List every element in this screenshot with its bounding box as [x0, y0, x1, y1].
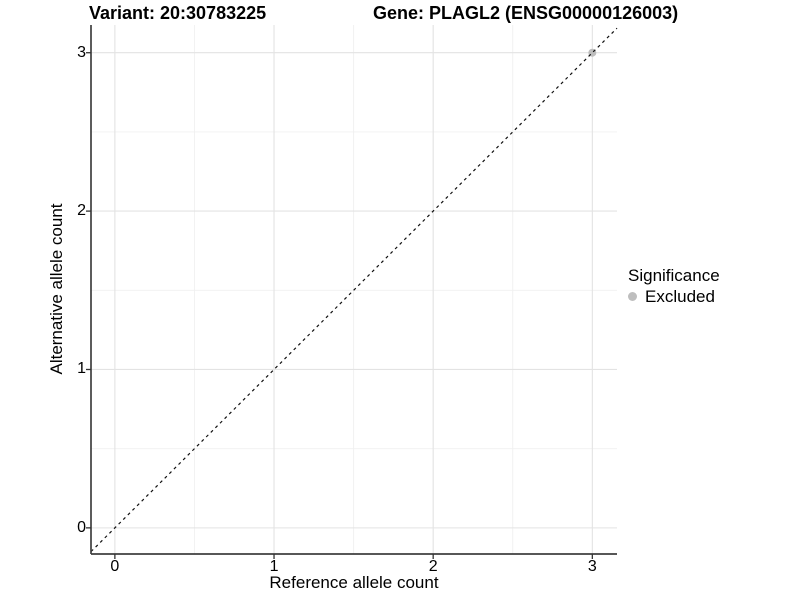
y-tick-label: 2	[77, 202, 86, 220]
legend-point-swatch	[628, 292, 637, 301]
x-tick-label: 3	[587, 558, 597, 575]
legend-item-label: Excluded	[645, 287, 715, 306]
gene-title: Gene: PLAGL2 (ENSG00000126003)	[373, 3, 679, 23]
identity-reference-line	[90, 27, 618, 553]
y-tick-label: 3	[77, 43, 86, 61]
x-tick-label: 2	[428, 558, 438, 575]
x-axis-title: Reference allele count	[269, 573, 439, 592]
legend: Significance Excluded	[628, 266, 720, 306]
x-tick-label: 0	[110, 558, 120, 575]
y-axis-title: Alternative allele count	[47, 203, 66, 375]
legend-item-excluded: Excluded	[628, 287, 720, 306]
y-tick-label: 0	[77, 518, 86, 536]
x-tick-label: 1	[269, 558, 279, 575]
y-tick-label: 1	[77, 360, 86, 378]
variant-title: Variant: 20:30783225	[89, 3, 267, 23]
legend-title: Significance	[628, 266, 720, 285]
